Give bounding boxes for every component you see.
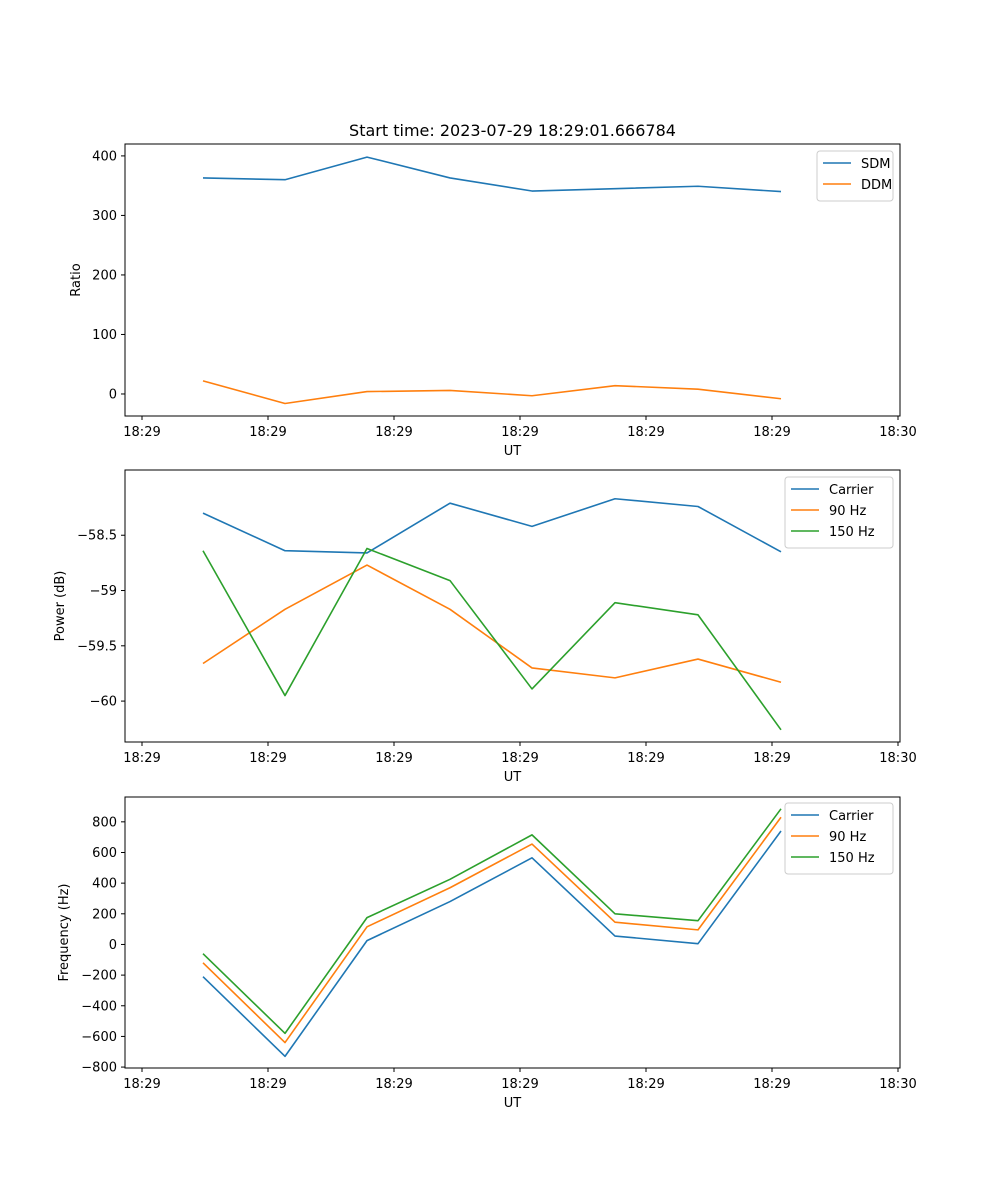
legend: Carrier 90 Hz 150 Hz bbox=[784, 476, 894, 549]
legend: SDM DDM bbox=[816, 150, 894, 202]
x-tick-label: 18:30 bbox=[879, 1077, 916, 1092]
legend-label: 90 Hz bbox=[829, 830, 866, 845]
y-tick-label: −58.5 bbox=[77, 529, 117, 544]
series-line-150-hz bbox=[202, 547, 782, 731]
x-tick-label: 18:29 bbox=[753, 425, 790, 440]
plot-frame bbox=[124, 796, 901, 1069]
x-tick-label: 18:29 bbox=[627, 425, 664, 440]
y-tick-label: 800 bbox=[92, 815, 117, 830]
x-tick-label: 18:29 bbox=[753, 751, 790, 766]
y-tick-label: 100 bbox=[92, 328, 117, 343]
series-line-90-hz bbox=[202, 564, 782, 684]
y-tick-label: −60 bbox=[90, 695, 117, 710]
x-tick-label: 18:29 bbox=[375, 425, 412, 440]
series-line-carrier bbox=[202, 830, 782, 1058]
plot-frame bbox=[124, 469, 901, 743]
x-tick-label: 18:30 bbox=[879, 751, 916, 766]
chart-panel-2: 18:29 18:29 18:29 18:29 18:29 18:29 18:30 −58.5… bbox=[53, 469, 917, 785]
y-tick-label: −200 bbox=[81, 969, 117, 984]
legend: Carrier 90 Hz 150 Hz bbox=[784, 802, 894, 875]
x-tick-label: 18:29 bbox=[375, 751, 412, 766]
y-tick-label: −59.5 bbox=[77, 639, 117, 654]
legend-label: SDM bbox=[861, 157, 890, 172]
x-axis-label: UT bbox=[504, 1096, 522, 1111]
y-tick-label: −400 bbox=[81, 999, 117, 1014]
legend-label: Carrier bbox=[829, 809, 874, 824]
x-tick-label: 18:29 bbox=[501, 425, 538, 440]
chart-panel-1: 18:29 18:29 18:29 18:29 18:29 18:29 18:30 0 100 2… bbox=[69, 143, 917, 459]
series-line-90-hz bbox=[202, 816, 782, 1044]
y-tick-label: −59 bbox=[90, 584, 117, 599]
series-line-ddm bbox=[202, 380, 782, 405]
plot-frame bbox=[124, 143, 901, 417]
x-tick-label: 18:29 bbox=[123, 751, 160, 766]
y-tick-label: 400 bbox=[92, 149, 117, 164]
y-tick-label: 200 bbox=[92, 268, 117, 283]
legend-label: DDM bbox=[861, 178, 892, 193]
y-tick-label: 400 bbox=[92, 877, 117, 892]
legend-label: 90 Hz bbox=[829, 504, 866, 519]
legend-label: 150 Hz bbox=[829, 525, 875, 540]
y-tick-label: 300 bbox=[92, 209, 117, 224]
x-tick-label: 18:29 bbox=[123, 425, 160, 440]
x-tick-label: 18:30 bbox=[879, 425, 916, 440]
y-tick-label: −600 bbox=[81, 1030, 117, 1045]
x-tick-label: 18:29 bbox=[501, 751, 538, 766]
x-tick-label: 18:29 bbox=[627, 1077, 664, 1092]
x-tick-label: 18:29 bbox=[249, 1077, 286, 1092]
y-tick-label: −800 bbox=[81, 1061, 117, 1076]
x-axis-label: UT bbox=[504, 770, 522, 785]
series-line-sdm bbox=[202, 156, 782, 193]
legend-label: Carrier bbox=[829, 483, 874, 498]
y-axis-label: Ratio bbox=[69, 263, 84, 296]
legend-label: 150 Hz bbox=[829, 851, 875, 866]
y-axis-label: Power (dB) bbox=[53, 571, 68, 642]
x-tick-label: 18:29 bbox=[123, 1077, 160, 1092]
y-tick-label: 200 bbox=[92, 907, 117, 922]
x-axis-label: UT bbox=[504, 444, 522, 459]
series-line-carrier bbox=[202, 497, 782, 554]
series-line-150-hz bbox=[202, 808, 782, 1035]
x-tick-label: 18:29 bbox=[375, 1077, 412, 1092]
y-axis-label: Frequency (Hz) bbox=[57, 883, 72, 981]
x-tick-label: 18:29 bbox=[627, 751, 664, 766]
x-tick-label: 18:29 bbox=[249, 425, 286, 440]
x-tick-label: 18:29 bbox=[249, 751, 286, 766]
y-tick-label: 0 bbox=[109, 938, 117, 953]
x-tick-label: 18:29 bbox=[501, 1077, 538, 1092]
y-tick-label: 600 bbox=[92, 846, 117, 861]
x-tick-label: 18:29 bbox=[753, 1077, 790, 1092]
chart-panel-3: 18:29 18:29 18:29 18:29 18:29 18:29 18:30 800 60… bbox=[57, 796, 917, 1111]
y-tick-label: 0 bbox=[109, 387, 117, 402]
figure-title: Start time: 2023-07-29 18:29:01.666784 bbox=[349, 121, 676, 140]
